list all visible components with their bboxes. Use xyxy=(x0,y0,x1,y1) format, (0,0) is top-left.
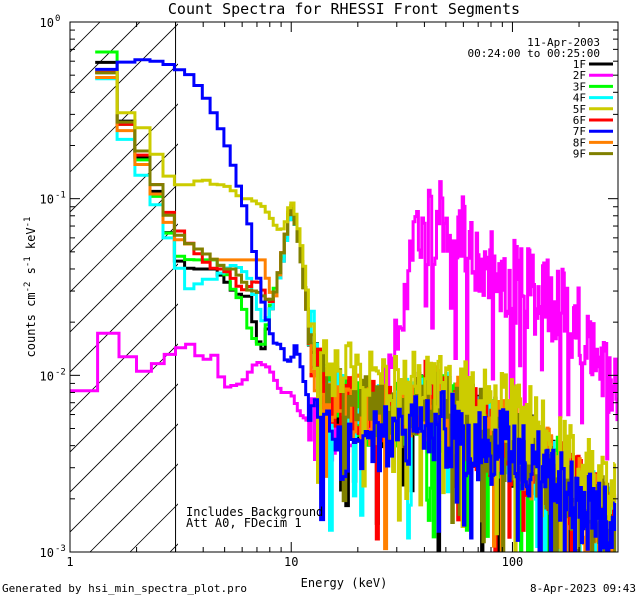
y-tick-label: 10 xyxy=(40,16,54,30)
legend-label-6F: 6F xyxy=(573,114,586,127)
hatch-line xyxy=(70,263,178,373)
y-tick-exponent: -3 xyxy=(55,544,66,554)
hatch-line xyxy=(70,383,178,493)
legend-label-4F: 4F xyxy=(573,92,586,105)
hatch-line xyxy=(0,0,130,552)
y-tick-exponent: -2 xyxy=(55,367,66,377)
chart-title: Count Spectra for RHESSI Front Segments xyxy=(168,0,520,18)
x-tick-label: 100 xyxy=(502,555,524,569)
legend-label-3F: 3F xyxy=(573,80,586,93)
y-tick-label: 10 xyxy=(40,193,54,207)
hatch-line xyxy=(0,0,10,552)
footer-generated-by: Generated by hsi_min_spectra_plot.pro xyxy=(2,582,248,595)
x-axis-label: Energy (keV) xyxy=(301,576,388,590)
annotation-background: Includes Background xyxy=(186,505,323,519)
y-tick-label: 10 xyxy=(40,369,54,383)
series-line-5F xyxy=(95,68,617,552)
x-tick-label: 1 xyxy=(66,555,73,569)
series-line-7F xyxy=(95,58,617,552)
legend-label-5F: 5F xyxy=(573,103,586,116)
legend-label-7F: 7F xyxy=(573,125,586,138)
hatch-line xyxy=(0,0,90,552)
y-tick-exponent: -1 xyxy=(55,191,66,201)
hatch-line xyxy=(70,23,178,133)
series-lines xyxy=(70,50,618,552)
y-tick-exponent: 0 xyxy=(55,14,60,24)
legend-label-9F: 9F xyxy=(573,148,586,161)
annotation-attenuator: Att A0, FDecim 1 xyxy=(186,516,302,530)
y-axis-label: counts cm-2 s-1 keV-1 xyxy=(23,217,38,358)
axis-ticks xyxy=(69,21,619,553)
footer-timestamp: 8-Apr-2023 09:43 xyxy=(530,582,636,595)
legend-label-8F: 8F xyxy=(573,136,586,149)
hatch-line xyxy=(70,183,178,293)
time-range-label: 00:24:00 to 00:25:00 xyxy=(468,47,600,60)
plot-frame xyxy=(69,21,619,553)
legend-label-1F: 1F xyxy=(573,58,586,71)
y-tick-label: 10 xyxy=(40,546,54,560)
legend-label-2F: 2F xyxy=(573,69,586,82)
x-tick-label: 10 xyxy=(284,555,298,569)
hatch-line xyxy=(70,223,178,333)
hatch-line xyxy=(70,423,178,533)
date-label: 11-Apr-2003 xyxy=(527,36,600,49)
